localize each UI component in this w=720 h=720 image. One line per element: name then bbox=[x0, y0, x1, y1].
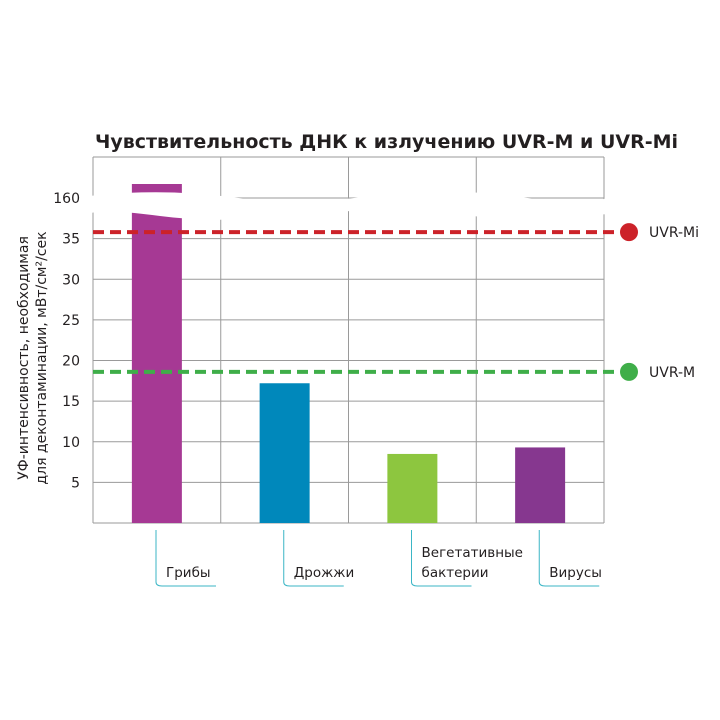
y-tick-label: 10 bbox=[62, 435, 80, 451]
category-leader bbox=[411, 530, 472, 587]
y-tick-label: 35 bbox=[62, 232, 80, 248]
y-ticks: 5 10 15 20 25 30 35 160 bbox=[53, 191, 80, 491]
y-axis-label: УФ-интенсивность, необходимая для деконт… bbox=[16, 231, 50, 484]
reference-dot bbox=[620, 223, 638, 242]
chart-title: Чувствительность ДНК к излучению UVR-M и… bbox=[95, 131, 678, 153]
y-tick-label: 160 bbox=[53, 191, 80, 207]
reference-label: UVR-M bbox=[649, 365, 695, 381]
y-tick-label: 5 bbox=[71, 475, 80, 491]
category-label: Дрожжи bbox=[294, 565, 354, 581]
y-axis-label-line-2: для деконтаминации, мВт/см²/сек bbox=[34, 231, 50, 484]
category-labels: Грибы Дрожжи Вегетативные бактерии Вирусы bbox=[155, 530, 602, 587]
bar bbox=[387, 453, 438, 523]
y-tick-label: 20 bbox=[62, 354, 80, 370]
reference-lines: UVR-Mi UVR-M bbox=[93, 223, 699, 381]
category-leader bbox=[155, 530, 216, 587]
category-label: Грибы bbox=[166, 565, 211, 581]
y-tick-label: 30 bbox=[62, 272, 80, 288]
category-label: бактерии bbox=[422, 565, 489, 581]
reference-dot bbox=[620, 362, 638, 381]
category-label: Вирусы bbox=[549, 565, 602, 581]
bar bbox=[131, 184, 182, 523]
bar bbox=[259, 383, 310, 523]
y-tick-label: 25 bbox=[62, 313, 80, 329]
y-tick-label: 15 bbox=[62, 394, 80, 410]
category-leader bbox=[538, 530, 600, 587]
y-axis-label-line-1: УФ-интенсивность, необходимая bbox=[16, 236, 32, 480]
axis-break-gap bbox=[89, 191, 608, 220]
bars bbox=[131, 184, 566, 523]
reference-label: UVR-Mi bbox=[649, 225, 699, 241]
axis-break bbox=[89, 191, 608, 220]
bar bbox=[515, 447, 566, 523]
category-leader bbox=[283, 530, 344, 587]
category-label: Вегетативные bbox=[422, 545, 524, 561]
